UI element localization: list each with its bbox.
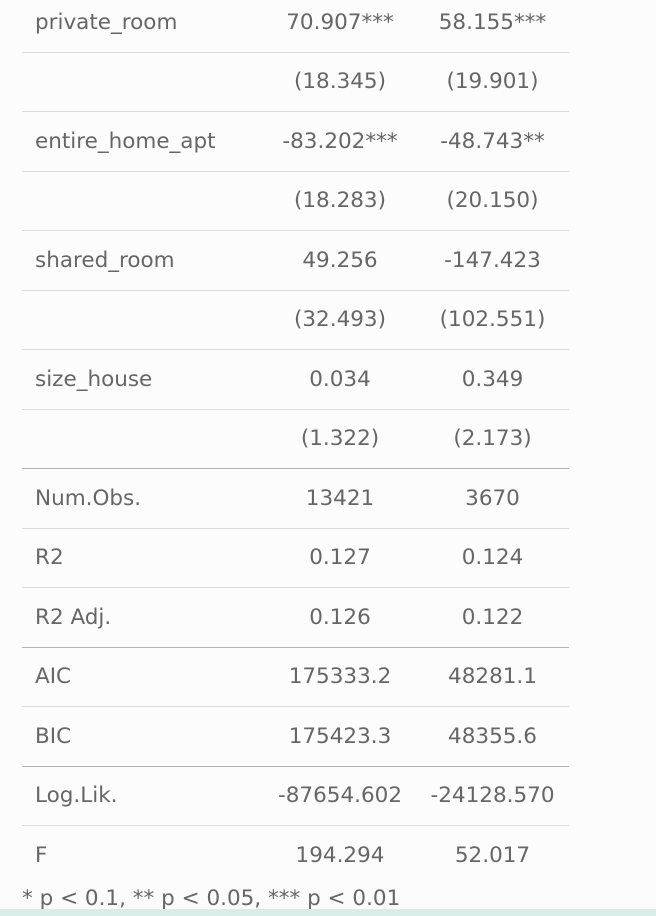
- model2-cell: -24128.570: [430, 783, 555, 809]
- table-row: Log.Lik. -87654.602 -24128.570: [22, 767, 569, 826]
- row-label: F: [35, 843, 48, 869]
- table-row: F 194.294 52.017: [22, 826, 569, 886]
- model2-cell: 48355.6: [448, 723, 537, 749]
- model2-cell: 52.017: [454, 843, 531, 869]
- model1-cell: 175333.2: [288, 664, 392, 690]
- row-label: BIC: [35, 723, 72, 749]
- model2-cell: 0.349: [461, 366, 524, 392]
- row-label: shared_room: [35, 247, 175, 273]
- model2-cell: (19.901): [446, 69, 539, 95]
- model2-cell: 0.122: [461, 604, 524, 630]
- model2-cell: (20.150): [446, 188, 539, 214]
- table-row: (1.322) (2.173): [22, 410, 569, 469]
- bottom-edge-strip: [0, 909, 656, 916]
- regression-table: private_room 70.907*** 58.155*** (18.345…: [22, 0, 569, 886]
- table-row: entire_home_apt -83.202*** -48.743**: [22, 112, 569, 172]
- model1-cell: 49.256: [302, 247, 378, 273]
- model1-cell: 0.126: [309, 604, 371, 630]
- model2-cell: (2.173): [453, 426, 532, 452]
- row-label: Num.Obs.: [35, 485, 142, 511]
- model1-cell: 13421: [305, 485, 375, 511]
- model1-cell: -83.202***: [282, 128, 398, 154]
- table-row: (18.345) (19.901): [22, 53, 569, 112]
- model1-cell: -87654.602: [277, 783, 403, 809]
- table-row: private_room 70.907*** 58.155***: [22, 0, 569, 53]
- row-label: entire_home_apt: [35, 128, 216, 154]
- model2-cell: 3670: [465, 485, 520, 511]
- model1-cell: (32.493): [293, 307, 386, 333]
- row-label: R2 Adj.: [35, 604, 112, 630]
- model1-cell: (18.345): [293, 69, 386, 95]
- table-row: Num.Obs. 13421 3670: [22, 469, 569, 529]
- model1-cell: 70.907***: [286, 9, 394, 35]
- model2-cell: (102.551): [439, 307, 546, 333]
- table-row: (18.283) (20.150): [22, 172, 569, 231]
- model1-cell: 0.034: [309, 366, 371, 392]
- model1-cell: (18.283): [293, 188, 386, 214]
- table-row: R2 0.127 0.124: [22, 529, 569, 588]
- row-label: size_house: [35, 366, 153, 392]
- table-row: shared_room 49.256 -147.423: [22, 231, 569, 291]
- model1-cell: (1.322): [300, 426, 380, 452]
- row-label: R2: [35, 545, 64, 571]
- table-row: R2 Adj. 0.126 0.122: [22, 588, 569, 648]
- row-label: AIC: [35, 664, 72, 690]
- model2-cell: 0.124: [461, 545, 524, 571]
- table-row: BIC 175423.3 48355.6: [22, 707, 569, 767]
- model2-cell: -48.743**: [440, 128, 545, 154]
- model1-cell: 194.294: [295, 843, 385, 869]
- table-row: (32.493) (102.551): [22, 291, 569, 350]
- significance-footnote: * p < 0.1, ** p < 0.05, *** p < 0.01: [22, 886, 401, 911]
- row-label: private_room: [35, 9, 178, 35]
- model2-cell: -147.423: [444, 247, 541, 273]
- model1-cell: 0.127: [309, 545, 371, 571]
- model2-cell: 58.155***: [438, 9, 547, 35]
- table-row: AIC 175333.2 48281.1: [22, 648, 569, 707]
- model1-cell: 175423.3: [288, 723, 392, 749]
- model2-cell: 48281.1: [448, 664, 537, 690]
- table-row: size_house 0.034 0.349: [22, 350, 569, 410]
- row-label: Log.Lik.: [35, 783, 118, 809]
